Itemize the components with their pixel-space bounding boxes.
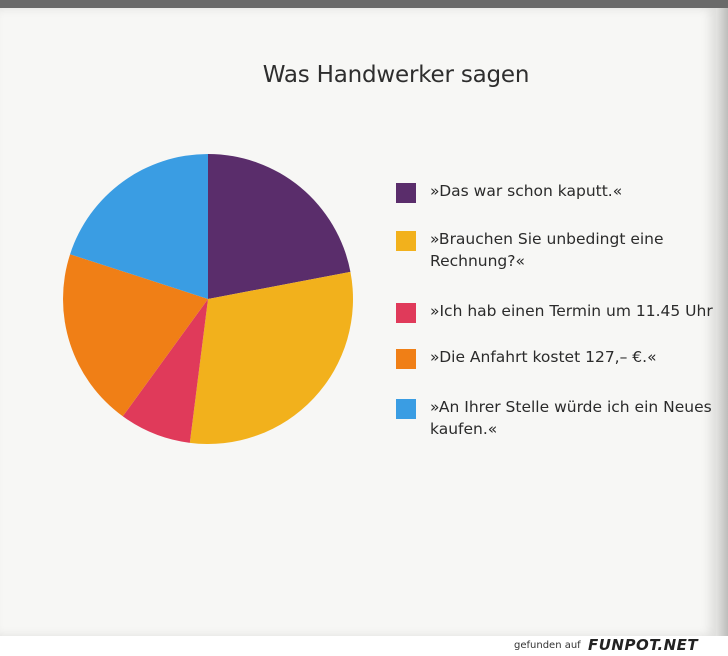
pie-slice-1 <box>208 154 351 299</box>
pie-chart <box>63 154 353 444</box>
legend-label-4: »Die Anfahrt kostet 127,– €.« <box>430 348 657 366</box>
legend-label-5: »An Ihrer Stelle würde ich ein Neues kau… <box>430 398 712 438</box>
top-edge <box>0 0 728 8</box>
pie-slice-3 <box>122 299 208 443</box>
pie-slice-4 <box>63 254 209 417</box>
legend-label-3: »Ich hab einen Termin um 11.45 Uhr <box>430 302 713 320</box>
legend-label-2: »Brauchen Sie unbedingt eine Rechnung?« <box>430 230 664 270</box>
chart-title: Was Handwerker sagen <box>262 62 530 88</box>
legend-swatch-1 <box>396 183 416 203</box>
footer-logo: FUNPOT.NET <box>588 636 699 654</box>
legend-label-1: »Das war schon kaputt.« <box>430 182 623 200</box>
legend-swatch-2 <box>396 231 416 251</box>
footer-source-text: gefunden auf <box>514 640 581 651</box>
footer: gefunden auf FUNPOT.NET <box>0 636 728 656</box>
legend-swatch-4 <box>396 349 416 369</box>
legend-swatch-3 <box>396 303 416 323</box>
legend-swatch-5 <box>396 399 416 419</box>
page-right-edge <box>716 8 728 638</box>
pie-slice-2 <box>189 271 353 444</box>
pie-slice-5 <box>70 154 208 299</box>
